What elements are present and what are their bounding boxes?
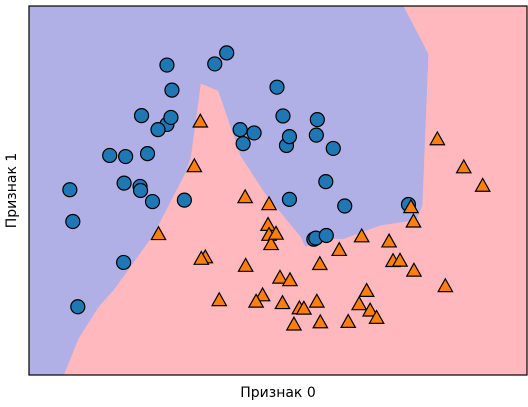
triangle-point [437,277,454,293]
circle-point [281,191,298,207]
circle-point [133,107,150,124]
triangle-point [331,241,348,257]
triangle-point [339,313,357,329]
circle-point [309,112,325,128]
circle-point [207,56,223,72]
triangle-point [186,157,203,173]
triangle-point [455,158,472,174]
triangle-point [429,130,446,146]
triangle-point [254,286,271,302]
triangle-point [353,227,370,243]
circle-point [281,129,298,145]
triangle-point [312,313,329,329]
triangle-point [308,293,326,308]
triangle-point [236,188,254,204]
circle-point [102,147,118,164]
triangle-point [474,177,491,192]
triangle-point [295,300,313,315]
circle-point [62,182,78,198]
triangle-point [361,301,379,317]
circle-point [144,193,161,210]
circle-point [219,45,235,61]
triangle-point [311,255,329,271]
circle-point [337,198,353,214]
triangle-point [274,294,291,310]
triangle-point [350,295,368,311]
circle-point [275,108,291,124]
data-points [62,45,491,331]
triangle-point [237,257,254,272]
triangle-point [271,269,289,284]
circle-point [232,122,248,138]
circle-point [325,140,341,157]
circle-point [116,175,132,191]
circle-point [176,192,192,208]
series-1 [150,113,491,331]
triangle-point [285,315,303,331]
y-axis-label: Признак 1 [4,153,20,229]
triangle-point [380,232,398,248]
circle-point [132,182,149,199]
triangle-point [281,271,299,287]
circle-point [318,227,334,244]
x-axis-label: Признак 0 [240,385,316,401]
circle-point [118,148,134,165]
decision-regions [29,6,527,375]
triangle-point [405,262,423,277]
triangle-point [391,252,409,267]
circle-point [150,122,166,138]
triangle-point [368,309,385,324]
triangle-point [267,225,285,240]
circle-point [269,79,285,95]
triangle-point [262,235,280,251]
triangle-point [358,282,375,298]
circle-point [139,146,156,162]
circle-point [164,82,180,98]
triangle-point [247,293,265,308]
triangle-point [211,291,228,307]
triangle-point [260,195,278,211]
circle-point [308,127,324,143]
circle-point [65,213,81,230]
triangle-point [192,113,209,128]
circle-point [235,136,251,152]
plot-frame [28,5,528,376]
circle-point [70,299,86,315]
circle-point [116,254,132,271]
circle-point [318,174,334,190]
circle-point [163,109,179,126]
circle-point [246,125,262,141]
triangle-point [150,225,167,241]
triangle-point [405,213,422,228]
series-0 [62,45,417,315]
circle-point [159,57,175,73]
triangle-point [402,198,420,214]
region-class-0 [29,6,429,375]
triangle-point [193,250,210,265]
